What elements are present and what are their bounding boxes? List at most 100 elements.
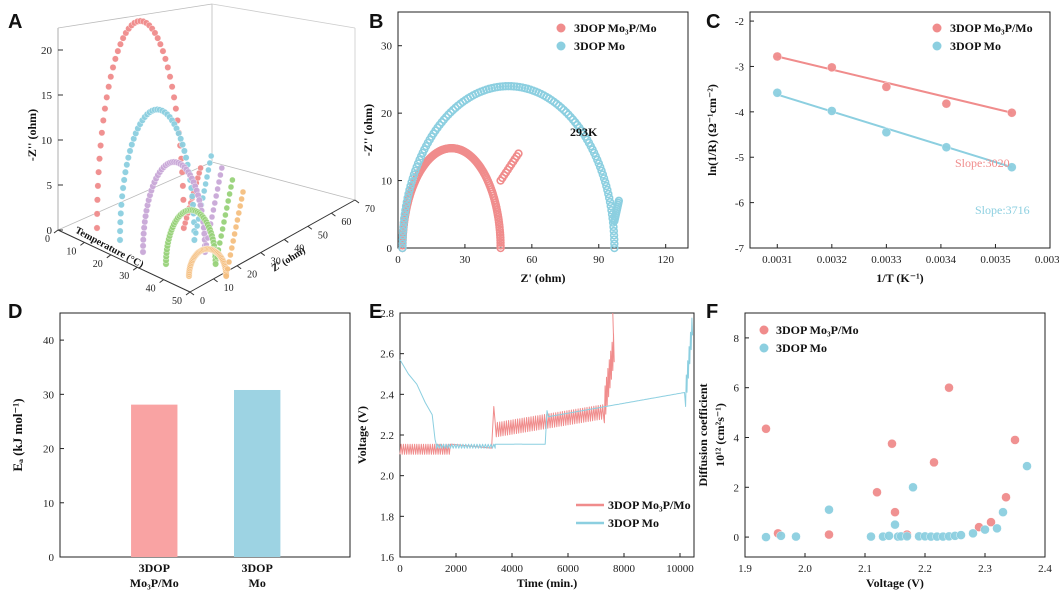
panel-a-point bbox=[140, 230, 148, 238]
panel-a-point bbox=[139, 248, 147, 256]
panel-d-category-label: Mo bbox=[249, 576, 266, 590]
panel-c-point bbox=[772, 88, 782, 98]
panel-b-point bbox=[399, 222, 408, 232]
panel-f-point bbox=[887, 439, 897, 449]
panel-a-point bbox=[236, 202, 244, 210]
panel-a-point bbox=[200, 187, 208, 195]
panel-b-point bbox=[400, 214, 409, 223]
panel-e-xlabel: Time (min.) bbox=[517, 576, 577, 590]
panel-f-frame bbox=[744, 312, 1046, 558]
panel-c-ylabel: ln(1/R) (Ω⁻¹cm⁻²) bbox=[705, 84, 719, 176]
panel-a-point bbox=[212, 260, 220, 268]
x-tick-label: 2000 bbox=[445, 563, 468, 575]
temperature-axis bbox=[57, 229, 191, 293]
panel-a-point bbox=[162, 55, 169, 63]
panel-a-series-5 bbox=[185, 188, 247, 280]
z-tick bbox=[260, 252, 266, 256]
panel-a-point bbox=[96, 155, 103, 163]
panel-a-point bbox=[218, 164, 226, 172]
panel-e-ylabel: Voltage (V) bbox=[355, 406, 369, 464]
y-tick-label: 2.0 bbox=[380, 471, 394, 483]
z-tick-label: 0 bbox=[200, 296, 205, 307]
panel-a-point bbox=[117, 40, 124, 48]
panel-a-point bbox=[227, 183, 235, 191]
panel-a-point bbox=[216, 239, 224, 247]
y-tick-label: 4 bbox=[734, 432, 740, 444]
panel-c-fit-line bbox=[777, 55, 1013, 114]
y-tick-label: -2 bbox=[735, 16, 744, 28]
x-tick-label: 2.3 bbox=[978, 563, 992, 575]
panel-c-point bbox=[881, 127, 892, 137]
panel-a-point bbox=[210, 206, 217, 214]
panel-b-legend: 3DOP Mo₃P/Mo 3DOP Mo bbox=[556, 21, 657, 53]
z-tick-label: 40 bbox=[294, 243, 304, 254]
legend-label: 3DOP Mo bbox=[776, 341, 827, 355]
panel-b-point bbox=[597, 166, 606, 175]
panel-b-point bbox=[559, 105, 568, 115]
x-tick-label: 0 bbox=[397, 563, 403, 575]
panel-b-point bbox=[604, 193, 614, 203]
panel-c-fit-line bbox=[776, 93, 1013, 169]
panel-a-point bbox=[99, 117, 107, 124]
x-tick-label: 2.1 bbox=[858, 563, 872, 575]
legend-marker-blue bbox=[759, 343, 769, 353]
legend-marker-blue bbox=[556, 41, 566, 51]
z-tick-label: 30 bbox=[271, 257, 281, 268]
panel-a-point bbox=[224, 265, 231, 273]
y-tick-label: 1.8 bbox=[380, 511, 394, 523]
panel-e-legend: 3DOP Mo₃P/Mo 3DOP Mo bbox=[576, 498, 691, 530]
z-tick bbox=[189, 291, 195, 296]
panel-label-f: F bbox=[706, 301, 718, 323]
z-tick bbox=[307, 225, 313, 230]
panel-b-point bbox=[610, 243, 619, 253]
panel-a-series-2 bbox=[116, 106, 215, 244]
temperature-tick-label: 50 bbox=[172, 296, 182, 307]
panel-b-point bbox=[401, 201, 411, 211]
panel-a-point bbox=[197, 164, 204, 172]
panel-f-point bbox=[824, 504, 834, 515]
panel-a-point bbox=[202, 180, 209, 188]
x-tick-label: 4000 bbox=[501, 563, 524, 575]
y-tick-label: 30 bbox=[381, 41, 393, 53]
panel-b-point bbox=[406, 181, 415, 191]
panel-c-point bbox=[1007, 108, 1017, 118]
panel-label-b: B bbox=[369, 11, 383, 33]
panel-f-point bbox=[776, 531, 786, 541]
x-tick-label: 0 bbox=[395, 254, 401, 266]
legend-marker-red bbox=[556, 23, 566, 33]
panel-f-point bbox=[968, 528, 978, 539]
y-tick-label: -7 bbox=[735, 243, 745, 255]
panel-b-point bbox=[411, 166, 420, 175]
panel-a-point bbox=[123, 161, 131, 169]
panel-a-point bbox=[211, 199, 219, 207]
panel-b-point bbox=[407, 177, 416, 187]
panel-a-point bbox=[193, 222, 201, 230]
panel-b-point bbox=[403, 193, 412, 203]
panel-a-point bbox=[219, 225, 226, 233]
x-tick-label: 30 bbox=[459, 254, 471, 266]
legend-label: 3DOP Mo₃P/Mo bbox=[950, 21, 1033, 35]
panel-a-point bbox=[111, 55, 119, 63]
panel-a-point bbox=[141, 218, 149, 226]
panel-a-point bbox=[168, 83, 176, 91]
panel-a-point bbox=[232, 223, 240, 231]
y-tick-label: 0 bbox=[734, 532, 740, 544]
panel-b-point bbox=[496, 243, 505, 253]
panel-f-ylabel: Diffusion coefficient bbox=[696, 384, 710, 487]
panel-b-point bbox=[408, 174, 417, 183]
x-tick-label: 90 bbox=[593, 254, 605, 266]
y-tick-label: 0 bbox=[387, 243, 393, 255]
panel-a-point bbox=[156, 40, 164, 48]
panel-a-point bbox=[179, 182, 187, 190]
panel-a-point bbox=[206, 159, 214, 167]
panel-b-point bbox=[610, 235, 619, 244]
panel-b-point bbox=[603, 185, 612, 195]
axis-edge bbox=[211, 3, 356, 29]
panel-a-point bbox=[94, 196, 101, 204]
panel-f-point bbox=[929, 457, 939, 468]
panel-f-xlabel: Voltage (V) bbox=[866, 576, 924, 590]
panel-a-point bbox=[154, 34, 162, 42]
panel-c-point bbox=[881, 82, 892, 92]
panel-a-point bbox=[114, 47, 122, 55]
panel-b-point bbox=[409, 170, 419, 179]
